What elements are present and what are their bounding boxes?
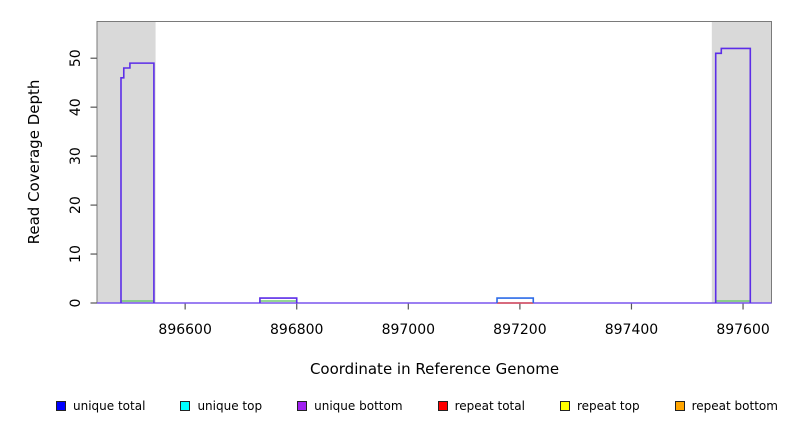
- plot-panel-border: [96, 21, 772, 304]
- legend-label: repeat total: [454, 399, 525, 413]
- legend-item: unique top: [180, 399, 262, 413]
- y-tick-label: 40: [68, 98, 84, 116]
- x-tick-label: 896600: [158, 322, 211, 338]
- y-axis-title: Read Coverage Depth: [25, 79, 43, 245]
- x-tick-label: 897600: [716, 322, 769, 338]
- x-axis-title: Coordinate in Reference Genome: [309, 360, 560, 378]
- unique-bottom-coverage: [259, 297, 298, 303]
- y-tick-label: 10: [68, 245, 84, 263]
- highlight-region: [711, 21, 772, 303]
- x-tick-label: 896800: [270, 322, 323, 338]
- legend-label: repeat top: [576, 399, 640, 413]
- legend-item: unique total: [56, 399, 145, 413]
- legend-swatch-icon: [674, 401, 685, 411]
- unique-total-coverage: [496, 297, 535, 303]
- unique-bottom-coverage: [714, 47, 752, 303]
- x-tick-label: 897200: [493, 322, 546, 338]
- x-tick-label: 897400: [605, 322, 658, 338]
- legend-swatch-icon: [559, 401, 570, 411]
- legend-item: repeat total: [437, 399, 525, 413]
- legend-label: repeat bottom: [691, 399, 778, 413]
- legend-swatch-icon: [297, 401, 308, 411]
- legend-label: unique bottom: [314, 399, 403, 413]
- y-tick-label: 50: [68, 49, 84, 67]
- legend: unique total unique top unique bottom repea…: [0, 399, 792, 413]
- y-tick-label: 30: [68, 147, 84, 165]
- legend-item: unique bottom: [297, 399, 403, 413]
- legend-label: unique total: [73, 399, 146, 413]
- x-tick-label: 897000: [382, 322, 435, 338]
- legend-swatch-icon: [180, 401, 191, 411]
- legend-swatch-icon: [56, 401, 66, 411]
- unique-bottom-coverage: [120, 62, 155, 303]
- y-tick-label: 0: [68, 299, 84, 308]
- legend-item: repeat top: [559, 399, 640, 413]
- y-tick-label: 20: [68, 196, 84, 214]
- legend-item: repeat bottom: [674, 399, 778, 413]
- legend-swatch-icon: [437, 401, 448, 411]
- legend-label: unique top: [197, 399, 263, 413]
